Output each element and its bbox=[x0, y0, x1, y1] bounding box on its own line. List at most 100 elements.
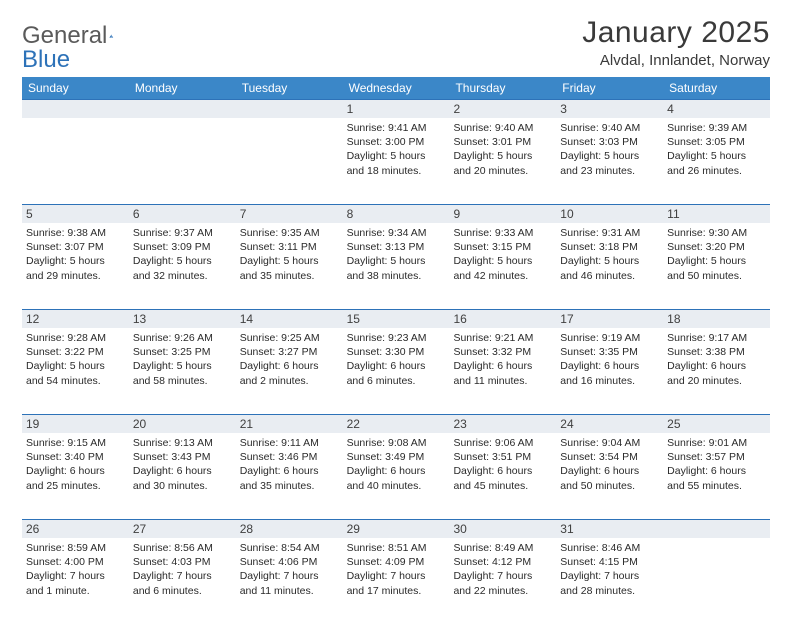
week-daynum-row: 567891011 bbox=[22, 204, 770, 223]
detail-line: Daylight: 6 hours bbox=[667, 464, 766, 478]
detail-line: Sunset: 3:32 PM bbox=[453, 345, 552, 359]
week-content-row: Sunrise: 9:38 AMSunset: 3:07 PMDaylight:… bbox=[22, 223, 770, 309]
sail-icon bbox=[109, 25, 114, 47]
day-number: 18 bbox=[663, 310, 770, 328]
day-details: Sunrise: 8:59 AMSunset: 4:00 PMDaylight:… bbox=[26, 541, 125, 598]
detail-line: Daylight: 7 hours bbox=[347, 569, 446, 583]
day-details: Sunrise: 9:31 AMSunset: 3:18 PMDaylight:… bbox=[560, 226, 659, 283]
day-details: Sunrise: 9:37 AMSunset: 3:09 PMDaylight:… bbox=[133, 226, 232, 283]
day-cell: Sunrise: 9:40 AMSunset: 3:03 PMDaylight:… bbox=[556, 118, 663, 204]
detail-line: Daylight: 5 hours bbox=[347, 149, 446, 163]
week-content-row: Sunrise: 9:28 AMSunset: 3:22 PMDaylight:… bbox=[22, 328, 770, 414]
month-title: January 2025 bbox=[582, 16, 770, 50]
day-cell: Sunrise: 8:51 AMSunset: 4:09 PMDaylight:… bbox=[343, 538, 450, 624]
weekday-header: Tuesday bbox=[236, 77, 343, 99]
detail-line: and 2 minutes. bbox=[240, 374, 339, 388]
day-number bbox=[236, 100, 343, 118]
detail-line: Sunset: 4:03 PM bbox=[133, 555, 232, 569]
detail-line: Sunrise: 8:49 AM bbox=[453, 541, 552, 555]
day-number: 16 bbox=[449, 310, 556, 328]
detail-line: Sunset: 3:03 PM bbox=[560, 135, 659, 149]
detail-line: Daylight: 6 hours bbox=[667, 359, 766, 373]
detail-line: and 58 minutes. bbox=[133, 374, 232, 388]
day-number bbox=[129, 100, 236, 118]
day-details: Sunrise: 9:21 AMSunset: 3:32 PMDaylight:… bbox=[453, 331, 552, 388]
detail-line: Sunset: 3:00 PM bbox=[347, 135, 446, 149]
weekday-header: Thursday bbox=[449, 77, 556, 99]
detail-line: and 22 minutes. bbox=[453, 584, 552, 598]
detail-line: Daylight: 6 hours bbox=[560, 359, 659, 373]
empty-cell bbox=[663, 538, 770, 624]
day-number: 23 bbox=[449, 415, 556, 433]
day-cell: Sunrise: 9:17 AMSunset: 3:38 PMDaylight:… bbox=[663, 328, 770, 414]
detail-line: Daylight: 5 hours bbox=[453, 149, 552, 163]
day-cell: Sunrise: 9:41 AMSunset: 3:00 PMDaylight:… bbox=[343, 118, 450, 204]
day-cell: Sunrise: 9:39 AMSunset: 3:05 PMDaylight:… bbox=[663, 118, 770, 204]
day-number: 30 bbox=[449, 520, 556, 538]
brand-name-part2: Blue bbox=[22, 46, 70, 73]
calendar-grid: 1234Sunrise: 9:41 AMSunset: 3:00 PMDayli… bbox=[22, 99, 770, 624]
day-details: Sunrise: 9:26 AMSunset: 3:25 PMDaylight:… bbox=[133, 331, 232, 388]
detail-line: Sunset: 3:57 PM bbox=[667, 450, 766, 464]
detail-line: Sunrise: 8:46 AM bbox=[560, 541, 659, 555]
detail-line: Sunrise: 9:08 AM bbox=[347, 436, 446, 450]
day-number: 15 bbox=[343, 310, 450, 328]
detail-line: and 45 minutes. bbox=[453, 479, 552, 493]
detail-line: Sunset: 3:09 PM bbox=[133, 240, 232, 254]
detail-line: and 42 minutes. bbox=[453, 269, 552, 283]
detail-line: and 6 minutes. bbox=[347, 374, 446, 388]
week-content-row: Sunrise: 8:59 AMSunset: 4:00 PMDaylight:… bbox=[22, 538, 770, 624]
day-details: Sunrise: 9:06 AMSunset: 3:51 PMDaylight:… bbox=[453, 436, 552, 493]
detail-line: and 1 minute. bbox=[26, 584, 125, 598]
detail-line: Sunset: 3:49 PM bbox=[347, 450, 446, 464]
day-number: 10 bbox=[556, 205, 663, 223]
detail-line: Daylight: 7 hours bbox=[26, 569, 125, 583]
day-details: Sunrise: 9:08 AMSunset: 3:49 PMDaylight:… bbox=[347, 436, 446, 493]
day-number: 3 bbox=[556, 100, 663, 118]
detail-line: Sunrise: 9:17 AM bbox=[667, 331, 766, 345]
location-subtitle: Alvdal, Innlandet, Norway bbox=[582, 52, 770, 69]
day-cell: Sunrise: 9:26 AMSunset: 3:25 PMDaylight:… bbox=[129, 328, 236, 414]
detail-line: Sunrise: 9:11 AM bbox=[240, 436, 339, 450]
day-number: 11 bbox=[663, 205, 770, 223]
day-number: 6 bbox=[129, 205, 236, 223]
day-details: Sunrise: 9:34 AMSunset: 3:13 PMDaylight:… bbox=[347, 226, 446, 283]
day-number: 21 bbox=[236, 415, 343, 433]
detail-line: Sunrise: 9:38 AM bbox=[26, 226, 125, 240]
day-details: Sunrise: 9:25 AMSunset: 3:27 PMDaylight:… bbox=[240, 331, 339, 388]
detail-line: and 23 minutes. bbox=[560, 164, 659, 178]
detail-line: and 20 minutes. bbox=[453, 164, 552, 178]
detail-line: Sunrise: 9:31 AM bbox=[560, 226, 659, 240]
detail-line: Sunrise: 9:34 AM bbox=[347, 226, 446, 240]
detail-line: Sunset: 3:38 PM bbox=[667, 345, 766, 359]
day-cell: Sunrise: 9:28 AMSunset: 3:22 PMDaylight:… bbox=[22, 328, 129, 414]
detail-line: Daylight: 6 hours bbox=[240, 359, 339, 373]
detail-line: and 38 minutes. bbox=[347, 269, 446, 283]
detail-line: Sunrise: 9:04 AM bbox=[560, 436, 659, 450]
detail-line: and 26 minutes. bbox=[667, 164, 766, 178]
weekday-header: Monday bbox=[129, 77, 236, 99]
detail-line: and 30 minutes. bbox=[133, 479, 232, 493]
detail-line: Sunrise: 9:06 AM bbox=[453, 436, 552, 450]
detail-line: and 50 minutes. bbox=[560, 479, 659, 493]
detail-line: Sunset: 3:35 PM bbox=[560, 345, 659, 359]
day-number: 20 bbox=[129, 415, 236, 433]
weekday-header: Sunday bbox=[22, 77, 129, 99]
day-cell: Sunrise: 8:56 AMSunset: 4:03 PMDaylight:… bbox=[129, 538, 236, 624]
day-number: 17 bbox=[556, 310, 663, 328]
detail-line: Sunrise: 9:35 AM bbox=[240, 226, 339, 240]
day-number: 29 bbox=[343, 520, 450, 538]
detail-line: Daylight: 5 hours bbox=[667, 254, 766, 268]
detail-line: Daylight: 5 hours bbox=[133, 254, 232, 268]
empty-cell bbox=[236, 118, 343, 204]
detail-line: and 17 minutes. bbox=[347, 584, 446, 598]
day-details: Sunrise: 9:28 AMSunset: 3:22 PMDaylight:… bbox=[26, 331, 125, 388]
detail-line: Sunset: 4:06 PM bbox=[240, 555, 339, 569]
day-number: 12 bbox=[22, 310, 129, 328]
detail-line: and 11 minutes. bbox=[453, 374, 552, 388]
detail-line: Sunrise: 9:25 AM bbox=[240, 331, 339, 345]
detail-line: and 25 minutes. bbox=[26, 479, 125, 493]
weekday-header: Friday bbox=[556, 77, 663, 99]
detail-line: Sunset: 3:13 PM bbox=[347, 240, 446, 254]
detail-line: Sunrise: 9:33 AM bbox=[453, 226, 552, 240]
